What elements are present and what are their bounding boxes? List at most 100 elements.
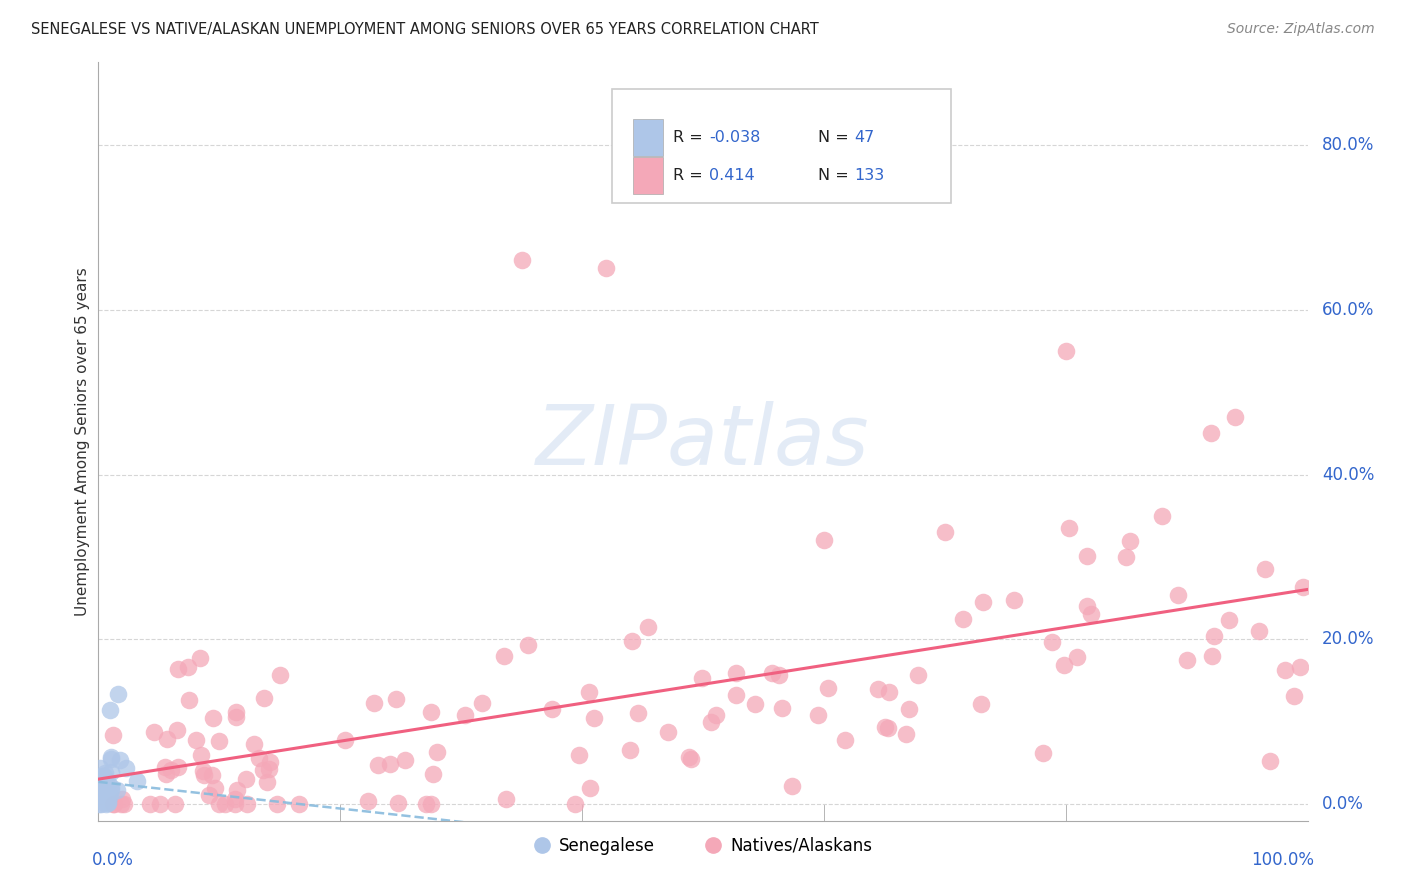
Point bbox=[90, 780, 112, 795]
Point bbox=[367, 757, 389, 772]
Point bbox=[768, 667, 790, 681]
Point bbox=[148, 797, 170, 812]
Point bbox=[1040, 634, 1063, 648]
Point bbox=[190, 748, 212, 763]
Point bbox=[1202, 629, 1225, 643]
Point bbox=[952, 612, 974, 626]
Point bbox=[1254, 562, 1277, 576]
Point bbox=[94, 785, 117, 799]
Point bbox=[724, 688, 747, 702]
Point bbox=[517, 638, 540, 652]
Point bbox=[619, 743, 641, 757]
Point bbox=[98, 703, 121, 717]
Point bbox=[724, 665, 747, 680]
Point bbox=[266, 797, 288, 812]
Bar bbox=[633, 157, 664, 194]
Point bbox=[1032, 746, 1054, 760]
Point bbox=[93, 773, 115, 788]
Point bbox=[1175, 653, 1198, 667]
Point bbox=[394, 753, 416, 767]
Point bbox=[253, 691, 276, 706]
Point bbox=[256, 775, 278, 789]
Point bbox=[1066, 650, 1088, 665]
Text: Source: ZipAtlas.com: Source: ZipAtlas.com bbox=[1227, 22, 1375, 37]
Point bbox=[1152, 508, 1174, 523]
Point bbox=[235, 772, 257, 787]
Point bbox=[190, 650, 212, 665]
Point bbox=[103, 797, 125, 812]
Point bbox=[90, 779, 112, 793]
Point bbox=[167, 759, 190, 773]
Point bbox=[191, 764, 214, 778]
Point bbox=[93, 769, 115, 783]
Point bbox=[155, 760, 177, 774]
Point bbox=[1054, 343, 1077, 358]
Point bbox=[1258, 754, 1281, 768]
Point bbox=[744, 698, 766, 712]
Bar bbox=[633, 120, 664, 155]
Point bbox=[100, 752, 122, 766]
Point bbox=[510, 253, 533, 268]
Point bbox=[225, 705, 247, 719]
Point bbox=[100, 749, 122, 764]
Point bbox=[287, 797, 309, 812]
Text: R =: R = bbox=[672, 130, 707, 145]
Point bbox=[578, 685, 600, 699]
Point bbox=[690, 671, 713, 685]
Point bbox=[269, 668, 291, 682]
Point bbox=[197, 788, 219, 802]
Point bbox=[415, 797, 437, 812]
Point bbox=[101, 728, 124, 742]
Point bbox=[454, 707, 477, 722]
Point bbox=[97, 796, 120, 810]
Point bbox=[204, 781, 226, 796]
Point bbox=[568, 747, 591, 762]
Point bbox=[94, 790, 117, 805]
Point bbox=[494, 649, 516, 664]
Point bbox=[90, 797, 112, 812]
Point bbox=[380, 756, 402, 771]
Point bbox=[595, 261, 617, 276]
Point bbox=[876, 721, 898, 735]
Text: -0.038: -0.038 bbox=[709, 130, 761, 145]
Point bbox=[363, 696, 385, 710]
Point bbox=[813, 533, 835, 548]
Text: 0.0%: 0.0% bbox=[93, 851, 134, 869]
Point bbox=[91, 783, 114, 797]
Point bbox=[90, 786, 112, 800]
Point bbox=[1076, 599, 1098, 613]
Point bbox=[214, 797, 236, 812]
Point bbox=[564, 797, 586, 812]
Point bbox=[252, 763, 274, 777]
Point bbox=[94, 789, 117, 803]
Text: 100.0%: 100.0% bbox=[1250, 851, 1313, 869]
Legend: Senegalese, Natives/Alaskans: Senegalese, Natives/Alaskans bbox=[527, 830, 879, 862]
Point bbox=[1080, 607, 1102, 621]
Point bbox=[259, 755, 281, 769]
Point bbox=[100, 780, 122, 794]
Point bbox=[495, 792, 517, 806]
Point bbox=[167, 662, 190, 676]
Point bbox=[225, 710, 247, 724]
Point bbox=[93, 779, 115, 793]
Text: 40.0%: 40.0% bbox=[1322, 466, 1375, 483]
Point bbox=[165, 797, 187, 812]
Point bbox=[224, 792, 246, 806]
Point bbox=[1076, 549, 1098, 564]
Text: SENEGALESE VS NATIVE/ALASKAN UNEMPLOYMENT AMONG SENIORS OVER 65 YEARS CORRELATIO: SENEGALESE VS NATIVE/ALASKAN UNEMPLOYMEN… bbox=[31, 22, 818, 37]
Point bbox=[627, 706, 650, 720]
Point bbox=[110, 797, 132, 812]
Point bbox=[90, 779, 112, 793]
Point bbox=[184, 733, 207, 747]
Point bbox=[1119, 533, 1142, 548]
Point bbox=[93, 792, 115, 806]
Point bbox=[637, 620, 659, 634]
Point bbox=[177, 659, 200, 673]
Point bbox=[1201, 648, 1223, 663]
Point bbox=[97, 775, 120, 789]
Point bbox=[770, 701, 793, 715]
Point bbox=[422, 767, 444, 781]
Point bbox=[226, 783, 249, 797]
Point bbox=[243, 737, 266, 751]
Text: 133: 133 bbox=[855, 168, 884, 183]
